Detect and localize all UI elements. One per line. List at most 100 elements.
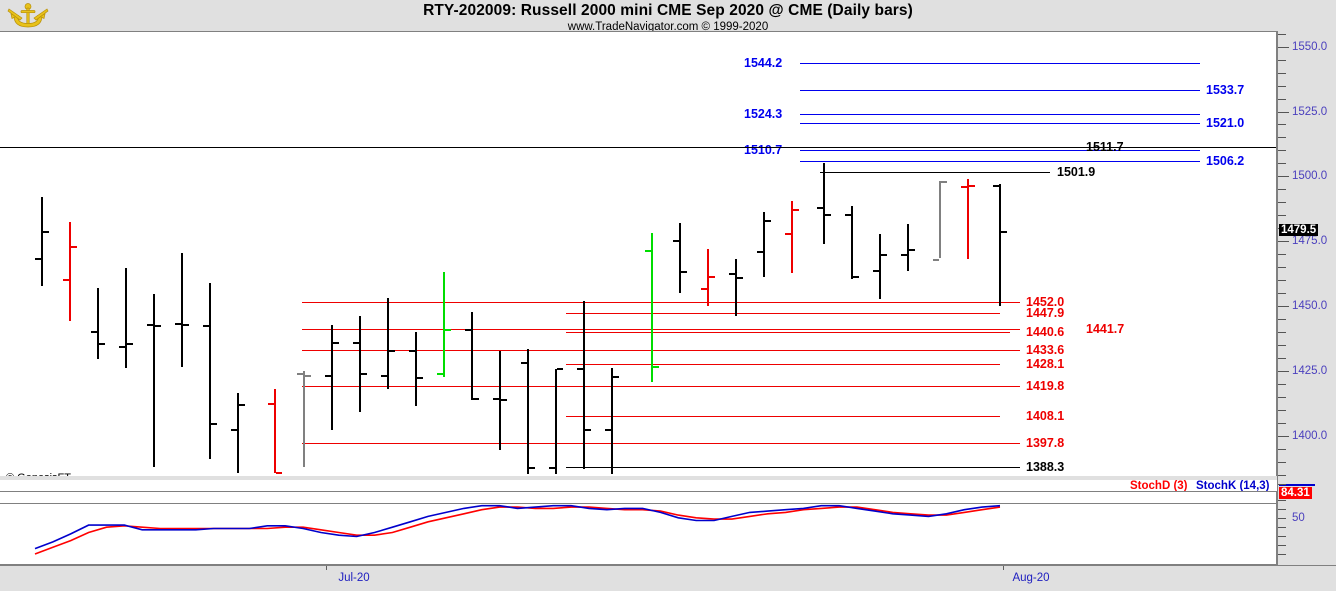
level-line bbox=[302, 385, 1020, 387]
level-line bbox=[302, 301, 1020, 303]
stoch-k-line bbox=[34, 504, 1001, 550]
level-line bbox=[0, 147, 1276, 148]
stochastic-lines bbox=[34, 504, 1001, 555]
price-axis-tick bbox=[1278, 461, 1286, 463]
price-axis-tick bbox=[1278, 241, 1289, 243]
stoch-d-legend: StochD (3) bbox=[1130, 480, 1188, 492]
price-axis-tick bbox=[1278, 85, 1286, 87]
stoch-axis-tick bbox=[1278, 536, 1286, 537]
price-axis-tick bbox=[1278, 189, 1286, 191]
date-axis[interactable]: Jul-20 Aug-20 bbox=[0, 565, 1336, 591]
date-axis-label: Jul-20 bbox=[338, 572, 370, 584]
price-axis-tick bbox=[1278, 306, 1289, 308]
price-axis-label: 1475.0 bbox=[1292, 235, 1328, 248]
level-line bbox=[566, 467, 1020, 469]
date-axis-label: Aug-20 bbox=[1012, 572, 1050, 584]
price-axis-tick bbox=[1278, 396, 1286, 398]
level-label: 1419.8 bbox=[1026, 378, 1065, 393]
stochastic-pane[interactable] bbox=[0, 491, 1277, 565]
price-axis-tick bbox=[1278, 59, 1286, 61]
level-label: 1501.9 bbox=[1057, 165, 1096, 180]
price-axis-label: 1500.0 bbox=[1292, 170, 1328, 183]
stoch-overbought-line bbox=[0, 503, 1276, 504]
level-label: 1397.8 bbox=[1026, 435, 1065, 450]
level-line bbox=[566, 415, 1000, 417]
level-line bbox=[566, 363, 1000, 365]
stoch-axis-tick bbox=[1278, 527, 1286, 528]
stoch-legend-bar: StochD (3) StochK (14,3) bbox=[0, 480, 1277, 492]
level-label: 1524.3 bbox=[744, 107, 783, 122]
level-label: 1510.7 bbox=[744, 142, 783, 157]
price-axis-tick bbox=[1278, 33, 1286, 35]
price-axis-tick bbox=[1278, 435, 1289, 437]
level-label: 1521.0 bbox=[1206, 115, 1245, 130]
stoch-value-badge: 84.31 bbox=[1279, 487, 1312, 499]
price-axis-tick bbox=[1278, 137, 1286, 139]
anchor-logo-icon bbox=[6, 1, 50, 30]
price-chart-pane[interactable]: 1544.2 1533.7 1524.3 1521.0 1510.7 1506.2 1511… bbox=[0, 31, 1277, 480]
level-label: 1441.7 bbox=[1086, 321, 1125, 336]
price-axis-tick bbox=[1278, 150, 1286, 152]
level-label: 1433.6 bbox=[1026, 342, 1065, 357]
price-axis-tick bbox=[1278, 280, 1286, 282]
price-axis-tick bbox=[1278, 202, 1286, 204]
price-axis-tick bbox=[1278, 422, 1286, 424]
price-axis-tick bbox=[1278, 448, 1286, 450]
date-axis-tick bbox=[1003, 566, 1004, 570]
price-axis-label: 1450.0 bbox=[1292, 300, 1328, 313]
date-axis-tick bbox=[326, 566, 327, 570]
level-line bbox=[800, 114, 1200, 116]
price-axis-tick bbox=[1278, 72, 1286, 74]
price-axis-label: 1400.0 bbox=[1292, 429, 1328, 442]
price-axis-tick bbox=[1278, 332, 1286, 334]
chart-header: RTY-202009: Russell 2000 mini CME Sep 20… bbox=[0, 0, 1336, 33]
level-label: 1428.1 bbox=[1026, 356, 1065, 371]
price-axis-tick bbox=[1278, 254, 1286, 256]
price-axis-tick bbox=[1278, 111, 1289, 113]
stoch-axis-tick bbox=[1278, 509, 1286, 510]
price-axis[interactable]: 1550.0 1525.0 1500.0 1475.0 1450.0 1425.0 1400… bbox=[1277, 31, 1336, 480]
price-axis-tick bbox=[1278, 371, 1289, 372]
level-line bbox=[566, 312, 1000, 314]
stoch-k-legend: StochK (14,3) bbox=[1196, 480, 1270, 492]
level-line bbox=[800, 62, 1200, 64]
level-line bbox=[302, 349, 1020, 351]
price-axis-tick bbox=[1278, 319, 1286, 321]
level-line bbox=[800, 149, 1200, 151]
stoch-k-marker bbox=[1279, 484, 1315, 486]
level-label: 1544.2 bbox=[744, 55, 783, 70]
price-axis-tick bbox=[1278, 98, 1286, 100]
price-axis-tick bbox=[1278, 215, 1286, 217]
stoch-axis-tick bbox=[1278, 554, 1286, 555]
level-line bbox=[566, 331, 1010, 333]
level-label: 1388.3 bbox=[1026, 460, 1065, 475]
level-label: 1408.1 bbox=[1026, 408, 1065, 423]
price-axis-tick bbox=[1278, 46, 1289, 48]
price-axis-tick bbox=[1278, 293, 1286, 295]
level-label: 1506.2 bbox=[1206, 154, 1245, 169]
pane-separator bbox=[0, 476, 1277, 480]
level-label: 1440.6 bbox=[1026, 324, 1065, 339]
price-axis-tick bbox=[1278, 358, 1286, 359]
price-axis-label: 1525.0 bbox=[1292, 105, 1328, 118]
stoch-axis-tick bbox=[1278, 484, 1286, 485]
price-axis-tick bbox=[1278, 384, 1286, 385]
price-axis-tick bbox=[1278, 474, 1286, 476]
level-line bbox=[800, 161, 1200, 163]
level-label: 1447.9 bbox=[1026, 305, 1065, 320]
price-axis-tick bbox=[1278, 409, 1286, 411]
price-axis-tick bbox=[1278, 124, 1286, 126]
level-line bbox=[302, 442, 1020, 444]
level-label: 1511.7 bbox=[1086, 140, 1124, 154]
chart-subtitle: www.TradeNavigator.com © 1999-2020 bbox=[567, 21, 769, 33]
stochastic-axis[interactable]: 84.31 50 bbox=[1277, 480, 1336, 565]
level-line bbox=[800, 89, 1200, 91]
level-line bbox=[820, 172, 1050, 174]
page-title: RTY-202009: Russell 2000 mini CME Sep 20… bbox=[423, 2, 913, 19]
stoch-axis-label-50: 50 bbox=[1292, 512, 1305, 524]
level-line bbox=[800, 122, 1200, 124]
price-axis-tick bbox=[1278, 163, 1286, 165]
level-line bbox=[302, 328, 1020, 330]
stoch-axis-tick bbox=[1278, 545, 1286, 546]
